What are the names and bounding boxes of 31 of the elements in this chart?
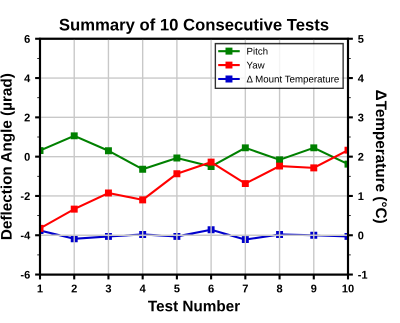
y-tick-label: 4 — [24, 74, 30, 82]
y2-tick-label: 5 — [358, 35, 364, 43]
y2-tick-label: 4 — [358, 74, 364, 82]
y2-tick-label: 0 — [358, 232, 364, 240]
y-tick-label: 0 — [24, 152, 30, 161]
legend-label: Yaw — [246, 62, 265, 69]
legend-label: Pitch — [247, 48, 268, 55]
x-tick-label: 3 — [106, 284, 112, 292]
x-tick-label: 2 — [72, 284, 77, 292]
y2-tick-label: 2 — [358, 152, 364, 161]
y2-axis-title: ΔTemperature (°C) — [372, 90, 388, 223]
y-axis-title: Deflection Angle (µrad) — [0, 74, 15, 240]
y2-tick-label: 3 — [358, 114, 364, 122]
x-tick-label: 10 — [342, 284, 354, 292]
y-tick-label: 6 — [24, 35, 30, 43]
x-tick-label: 4 — [140, 284, 146, 292]
y-tick-label: 2 — [24, 114, 30, 122]
y2-tick-label: 1 — [358, 192, 364, 200]
y-tick-label: -2 — [20, 192, 30, 200]
y-tick-label: -4 — [20, 232, 30, 240]
x-tick-label: 1 — [38, 284, 43, 292]
x-tick-label: 6 — [208, 284, 214, 292]
chart-title: Summary of 10 Consecutive Tests — [59, 18, 328, 34]
y2-tick-label: -1 — [358, 270, 368, 279]
x-tick-label: 5 — [174, 284, 180, 292]
x-tick-label: 7 — [242, 284, 248, 292]
x-tick-label: 9 — [311, 284, 316, 292]
x-tick-label: 8 — [276, 284, 282, 292]
x-axis-title: Test Number — [148, 300, 240, 312]
y-tick-label: -6 — [20, 270, 30, 279]
legend-label: Δ Mount Temperature — [246, 76, 339, 84]
